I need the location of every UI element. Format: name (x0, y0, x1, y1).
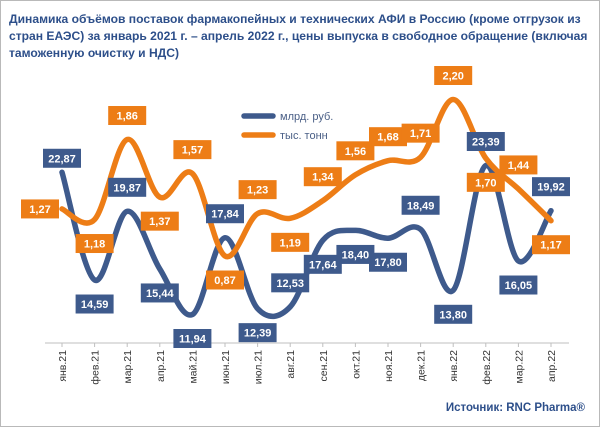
data-label-tonn-box (466, 172, 505, 192)
x-tick-label: сен.21 (318, 350, 330, 382)
data-label-tonn: 2,20 (442, 71, 463, 83)
data-label-tonn: 1,18 (84, 239, 105, 251)
x-tick-label: фев.22 (481, 350, 493, 385)
data-label-rub-box (434, 304, 473, 324)
data-label-tonn: 1,27 (29, 204, 50, 216)
data-label-rub-box (303, 254, 342, 274)
data-label-rub: 18,49 (407, 200, 435, 212)
x-tick-label: апр.21 (155, 350, 167, 382)
x-tick-label: май.21 (187, 350, 199, 384)
x-tick-label: фев.21 (90, 350, 102, 385)
data-label-rub: 17,64 (309, 259, 337, 271)
data-label-rub: 14,59 (81, 299, 109, 311)
data-label-rub-box (466, 132, 505, 151)
data-label-tonn-box (303, 167, 342, 187)
data-label-tonn-box (401, 123, 440, 143)
series-line-tonn (59, 96, 554, 260)
data-label-rub-box (173, 329, 212, 348)
data-label-tonn-box (499, 155, 538, 175)
data-label-tonn: 1,70 (475, 177, 496, 189)
data-label-rub-box (206, 204, 244, 224)
x-tick-label: мар.22 (513, 350, 525, 384)
data-label-rub-box (75, 294, 114, 314)
x-tick-label: ноя.21 (383, 350, 395, 382)
data-label-tonn: 1,17 (540, 240, 561, 252)
data-label-tonn: 1,71 (410, 128, 431, 140)
data-label-rub: 19,87 (113, 182, 141, 194)
x-tick-label: апр.22 (546, 350, 558, 382)
data-label-tonn: 1,44 (508, 160, 530, 172)
x-tick-label: янв.21 (57, 350, 69, 382)
data-label-rub: 16,05 (505, 280, 533, 292)
data-label-tonn: 1,19 (279, 237, 300, 249)
data-label-tonn: 1,23 (247, 185, 268, 197)
x-tick-label: дек.21 (416, 350, 428, 381)
x-tick-label: авг.21 (285, 350, 297, 379)
data-label-tonn-box (75, 234, 114, 254)
data-label-rub-box (108, 177, 147, 197)
data-label-tonn: 1,34 (312, 172, 334, 184)
data-label-tonn: 1,68 (377, 132, 398, 144)
data-label-tonn-box (173, 140, 212, 160)
legend-label-rub: млрд. руб. (280, 111, 333, 123)
data-label-tonn-box (434, 66, 473, 85)
x-tick-label: янв.22 (448, 350, 460, 382)
data-label-tonn: 1,86 (116, 111, 137, 123)
data-label-rub: 18,40 (342, 249, 370, 261)
data-label-rub: 22,87 (48, 153, 76, 165)
legend-label-tonn: тыс. тонн (280, 130, 328, 142)
data-label-rub: 19,92 (537, 182, 565, 194)
x-tick-label: июн.21 (220, 350, 232, 384)
data-label-tonn-box (108, 106, 147, 126)
data-label-rub: 13,80 (439, 309, 467, 321)
data-label-tonn: 1,37 (149, 216, 170, 228)
data-label-rub-box (43, 148, 81, 168)
data-label-rub-box (369, 252, 407, 272)
data-label-rub: 17,84 (211, 209, 239, 221)
data-label-tonn: 1,56 (345, 146, 366, 158)
data-label-rub-box (271, 273, 310, 293)
data-label-rub: 12,53 (276, 278, 304, 290)
data-label-rub-box (499, 275, 538, 295)
data-label-rub-box (336, 244, 375, 264)
data-label-rub: 17,80 (374, 257, 402, 269)
data-label-rub-box (401, 195, 440, 215)
x-tick-label: окт.21 (350, 350, 362, 379)
data-label-rub-box (140, 283, 179, 303)
x-tick-label: июл.21 (253, 350, 265, 384)
data-label-rub: 12,39 (244, 328, 272, 340)
data-label-tonn-box (21, 199, 59, 219)
data-label-tonn-box (532, 235, 570, 255)
data-label-tonn: 0,87 (214, 275, 235, 287)
data-label-tonn-box (140, 211, 179, 231)
data-label-tonn-box (336, 141, 375, 161)
data-label-rub: 11,94 (179, 334, 207, 346)
data-label-tonn-box (271, 232, 310, 252)
data-label-rub: 23,39 (472, 137, 500, 149)
source-note: Источник: RNC Pharma® (445, 402, 585, 414)
data-label-tonn-box (369, 127, 407, 147)
data-label-tonn-box (206, 270, 244, 290)
data-label-tonn: 1,57 (182, 145, 203, 157)
data-label-tonn-box (238, 180, 277, 200)
data-label-rub-box (532, 177, 570, 197)
chart-title: Динамика объёмов поставок фармакопейных … (9, 12, 588, 60)
x-tick-label: мар.21 (122, 350, 134, 384)
data-label-rub-box (238, 323, 277, 343)
data-label-rub: 15,44 (146, 288, 174, 300)
